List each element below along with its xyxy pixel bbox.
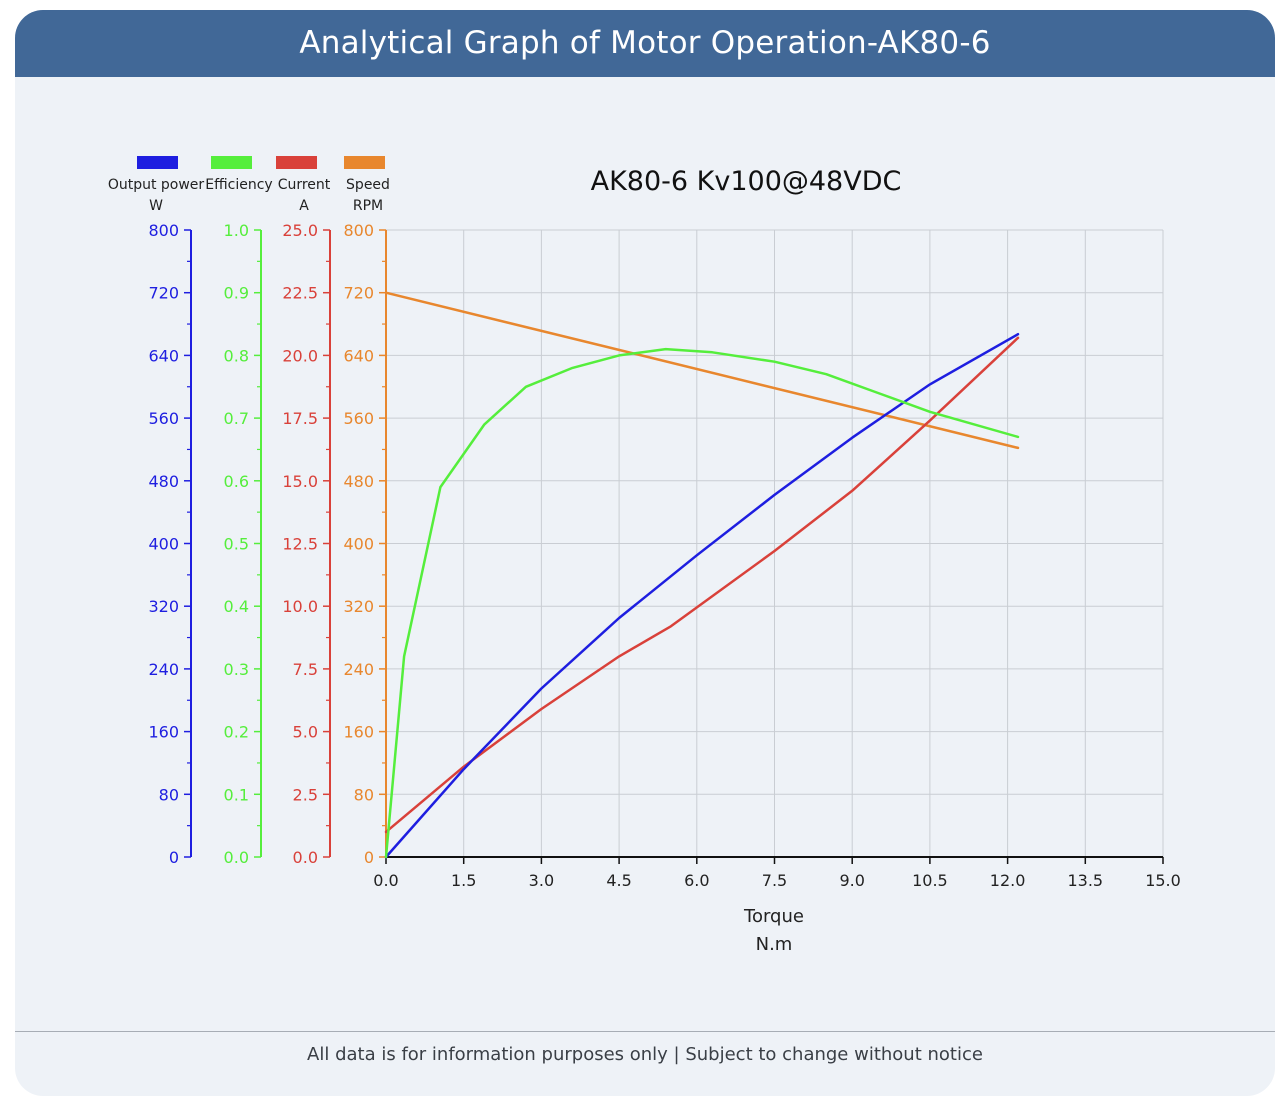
- y-tick-label-speed: 800: [343, 221, 374, 240]
- y-tick-label-speed: 640: [343, 346, 374, 365]
- legend-unit-speed: RPM: [353, 198, 383, 214]
- legend-unit-power: W: [149, 198, 163, 214]
- y-tick-label-power: 320: [148, 597, 179, 616]
- legend-name-efficiency: Efficiency: [205, 177, 272, 193]
- y-tick-label-current: 7.5: [293, 660, 318, 679]
- x-tick-label: 1.5: [451, 871, 476, 890]
- motor-chart: AK80-6 Kv100@48VDC 0.0 1.5 3.0 4.5 6.0 7.5 9.0 1…: [108, 156, 1181, 955]
- x-axis-unit: N.m: [756, 934, 793, 955]
- y-tick-label-power: 640: [148, 346, 179, 365]
- y-tick-label-power: 400: [148, 535, 179, 554]
- y-tick-label-power: 160: [148, 723, 179, 742]
- x-tick-label: 6.0: [684, 871, 709, 890]
- y-tick-label-speed: 560: [343, 409, 374, 428]
- x-tick-label: 13.5: [1067, 871, 1103, 890]
- chart-area: AK80-6 Kv100@48VDC 0.0 1.5 3.0 4.5 6.0 7.5 9.0 1…: [15, 10, 1275, 1000]
- y-tick-label-efficiency: 0.2: [224, 723, 249, 742]
- y-tick-label-efficiency: 0.8: [224, 346, 249, 365]
- y-tick-label-efficiency: 0.1: [224, 785, 249, 804]
- footer-disclaimer: All data is for information purposes onl…: [307, 1044, 983, 1065]
- legend-name-speed: Speed: [346, 177, 390, 193]
- x-tick-label: 3.0: [529, 871, 554, 890]
- x-axis-label: Torque: [743, 906, 804, 927]
- y-tick-label-current: 17.5: [282, 409, 318, 428]
- y-tick-label-power: 800: [148, 221, 179, 240]
- legend-name-power: Output power: [108, 177, 205, 193]
- page-title: Analytical Graph of Motor Operation-AK80…: [299, 25, 991, 61]
- x-tick-label: 15.0: [1145, 871, 1181, 890]
- y-tick-label-efficiency: 0.9: [224, 284, 249, 303]
- y-tick-label-current: 10.0: [282, 597, 318, 616]
- legend-swatch-power: [137, 156, 178, 169]
- y-tick-label-current: 12.5: [282, 535, 318, 554]
- y-tick-label-efficiency: 0.3: [224, 660, 249, 679]
- x-tick-label: 4.5: [606, 871, 631, 890]
- y-tick-label-power: 0: [169, 848, 179, 867]
- y-tick-label-speed: 480: [343, 472, 374, 491]
- chart-title: AK80-6 Kv100@48VDC: [591, 166, 902, 197]
- y-tick-label-power: 240: [148, 660, 179, 679]
- y-tick-label-speed: 720: [343, 284, 374, 303]
- y-tick-label-speed: 240: [343, 660, 374, 679]
- legend-unit-current: A: [299, 198, 309, 214]
- footer-divider: [15, 1031, 1275, 1032]
- y-tick-label-efficiency: 0.5: [224, 535, 249, 554]
- legend-swatch-efficiency: [211, 156, 252, 169]
- y-tick-label-speed: 0: [364, 848, 374, 867]
- y-tick-label-current: 0.0: [293, 848, 318, 867]
- y-tick-label-power: 80: [159, 785, 179, 804]
- y-tick-label-efficiency: 1.0: [224, 221, 249, 240]
- x-tick-label: 0.0: [373, 871, 398, 890]
- y-tick-label-power: 720: [148, 284, 179, 303]
- y-tick-label-speed: 160: [343, 723, 374, 742]
- y-tick-label-current: 20.0: [282, 346, 318, 365]
- y-tick-label-power: 480: [148, 472, 179, 491]
- y-tick-label-efficiency: 0.0: [224, 848, 249, 867]
- series-line-efficiency: [384, 347, 1020, 859]
- y-tick-label-efficiency: 0.4: [224, 597, 249, 616]
- x-tick-label: 7.5: [762, 871, 787, 890]
- x-tick-label: 12.0: [990, 871, 1026, 890]
- legend-swatch-current: [276, 156, 317, 169]
- series-line-current: [384, 336, 1020, 834]
- y-tick-label-efficiency: 0.7: [224, 409, 249, 428]
- y-tick-label-speed: 400: [343, 535, 374, 554]
- y-tick-label-current: 22.5: [282, 284, 318, 303]
- chart-card: Analytical Graph of Motor Operation-AK80…: [15, 10, 1275, 1096]
- x-tick-label: 9.0: [839, 871, 864, 890]
- y-tick-label-power: 560: [148, 409, 179, 428]
- y-tick-label-current: 25.0: [282, 221, 318, 240]
- legend-swatch-speed: [344, 156, 385, 169]
- header-bar: Analytical Graph of Motor Operation-AK80…: [15, 10, 1275, 77]
- y-tick-label-speed: 80: [354, 785, 374, 804]
- legend-name-current: Current: [278, 177, 331, 193]
- y-tick-label-speed: 320: [343, 597, 374, 616]
- y-tick-label-current: 2.5: [293, 785, 318, 804]
- y-tick-label-current: 5.0: [293, 723, 318, 742]
- y-tick-label-current: 15.0: [282, 472, 318, 491]
- x-tick-label: 10.5: [912, 871, 948, 890]
- series-line-power: [384, 332, 1020, 859]
- series-line-speed: [384, 291, 1020, 450]
- y-tick-label-efficiency: 0.6: [224, 472, 249, 491]
